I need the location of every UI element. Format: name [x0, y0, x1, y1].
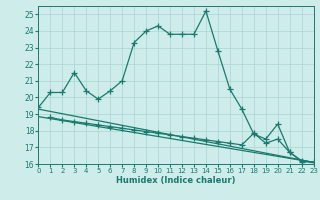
X-axis label: Humidex (Indice chaleur): Humidex (Indice chaleur) — [116, 176, 236, 185]
